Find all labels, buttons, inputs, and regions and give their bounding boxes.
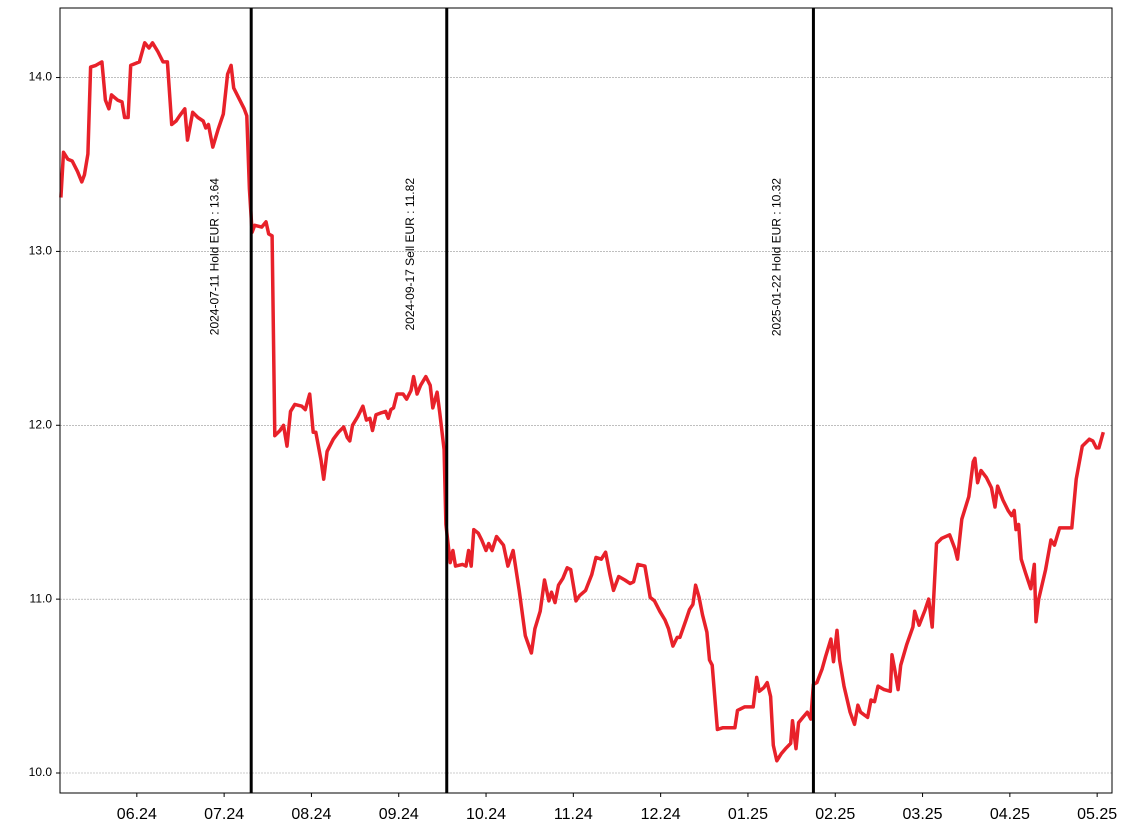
x-tick-label: 07.24	[204, 806, 244, 823]
x-tick-label: 04.25	[990, 806, 1030, 823]
price-line	[59, 41, 1105, 763]
x-tick-label: 08.24	[291, 806, 331, 823]
y-tick-label: 14.0	[29, 70, 53, 84]
x-tick-label: 10.24	[466, 806, 506, 823]
x-tick-label: 11.24	[554, 806, 593, 823]
x-tick-label: 05.25	[1077, 806, 1117, 823]
y-tick-label: 12.0	[29, 417, 53, 431]
signal-label: 2024-09-17 Sell EUR : 11.82	[403, 178, 417, 331]
x-tick-label: 09.24	[379, 806, 419, 823]
x-tick-label: 01.25	[728, 806, 768, 823]
signal-label: 2024-07-11 Hold EUR : 13.64	[207, 178, 221, 336]
y-tick-label: 11.0	[30, 591, 53, 605]
x-tick-label: 03.25	[903, 806, 943, 823]
x-tick-label: 02.25	[815, 806, 855, 823]
plot-frame	[59, 7, 1113, 794]
x-tick-label: 06.24	[117, 806, 157, 823]
x-tick-label: 12.24	[641, 806, 681, 823]
y-tick-label: 10.0	[29, 765, 53, 779]
plot: 10.0 11.0 12.0 13.0 14.0 06.24 07.24 08.24 09.24…	[29, 7, 1117, 823]
signal-label: 2025-01-22 Hold EUR : 10.32	[770, 178, 784, 336]
y-tick-label: 13.0	[29, 244, 53, 258]
